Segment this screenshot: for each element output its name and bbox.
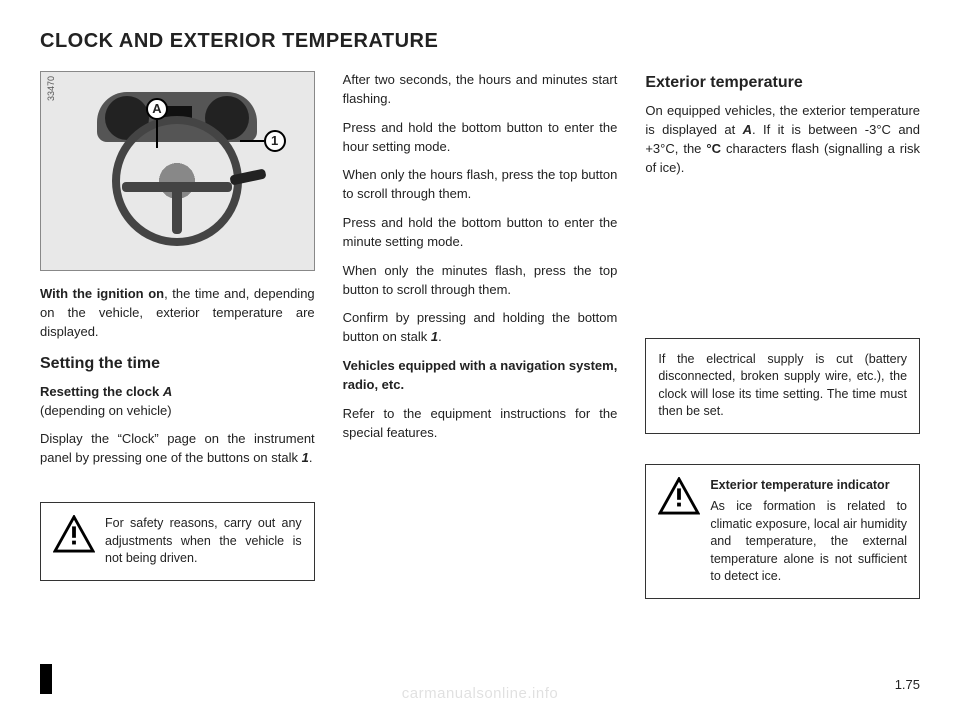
column-layout: 33470 A 1 With the ignition on, the time… <box>40 71 920 599</box>
reset-ital: A <box>163 384 172 399</box>
supply-box-text: If the electrical supply is cut (battery… <box>658 352 907 419</box>
figure-id: 33470 <box>45 76 58 101</box>
para1-a: Display the “Clock” page on the instrume… <box>40 431 315 465</box>
intro-bold: With the ignition on <box>40 286 164 301</box>
para1-c: . <box>309 450 313 465</box>
column-1: 33470 A 1 With the ignition on, the time… <box>40 71 315 599</box>
reset-bold: Resetting the clock <box>40 384 163 399</box>
reset-clock-line: Resetting the clock A (depending on vehi… <box>40 383 315 421</box>
c2-p2: Press and hold the bottom button to ente… <box>343 119 618 157</box>
nav-heading: Vehicles equipped with a navigation syst… <box>343 357 618 395</box>
c2-p6: Confirm by pressing and holding the bott… <box>343 309 618 347</box>
manual-page: CLOCK AND EXTERIOR TEMPERATURE 33470 A 1 <box>0 0 960 710</box>
para1-b: 1 <box>302 450 309 465</box>
c2-p6c: . <box>438 329 442 344</box>
page-number: 1.75 <box>895 677 920 692</box>
nav-head-text: Vehicles equipped with a navigation syst… <box>343 358 618 392</box>
callout-1-label: 1 <box>264 130 286 152</box>
watermark: carmanualsonline.info <box>402 685 558 702</box>
safety-box-text: For safety reasons, carry out any adjust… <box>105 515 302 568</box>
column-2: After two seconds, the hours and minutes… <box>343 71 618 599</box>
dashboard-figure: 33470 A 1 <box>40 71 315 271</box>
ice-box-title: Exterior temperature indicator <box>710 477 907 495</box>
display-clock-paragraph: Display the “Clock” page on the instrume… <box>40 430 315 468</box>
ext-d: °C <box>706 141 721 156</box>
ice-box-text: Exterior temperature indicator As ice fo… <box>710 477 907 586</box>
exterior-temp-heading: Exterior temperature <box>645 71 920 94</box>
intro-paragraph: With the ignition on, the time and, depe… <box>40 285 315 342</box>
exterior-temp-paragraph: On equipped vehicles, the exterior tempe… <box>645 102 920 177</box>
safety-warning-box: For safety reasons, carry out any adjust… <box>40 502 315 581</box>
warning-triangle-icon <box>53 515 95 553</box>
side-tab-marker <box>40 664 52 694</box>
electrical-supply-box: If the electrical supply is cut (battery… <box>645 338 920 434</box>
setting-time-heading: Setting the time <box>40 352 315 375</box>
c2-p3: When only the hours flash, press the top… <box>343 166 618 204</box>
ice-warning-box: Exterior temperature indicator As ice fo… <box>645 464 920 599</box>
callout-a-label: A <box>146 98 168 120</box>
c2-p1: After two seconds, the hours and minutes… <box>343 71 618 109</box>
callout-1: 1 <box>264 130 286 152</box>
callout-a: A <box>146 98 168 120</box>
ice-box-body: As ice formation is related to climatic … <box>710 499 907 583</box>
steering-wheel-graphic <box>112 116 242 246</box>
c2-p6a: Confirm by pressing and holding the bott… <box>343 310 618 344</box>
c2-p5: When only the minutes flash, press the t… <box>343 262 618 300</box>
reset-sub: (depending on vehicle) <box>40 403 172 418</box>
ext-b: A <box>743 122 752 137</box>
column-3: Exterior temperature On equipped vehicle… <box>645 71 920 599</box>
page-title: CLOCK AND EXTERIOR TEMPERATURE <box>40 30 920 53</box>
c2-p6b: 1 <box>431 329 438 344</box>
warning-triangle-icon <box>658 477 700 515</box>
nav-body: Refer to the equipment instructions for … <box>343 405 618 443</box>
c2-p4: Press and hold the bottom button to ente… <box>343 214 618 252</box>
